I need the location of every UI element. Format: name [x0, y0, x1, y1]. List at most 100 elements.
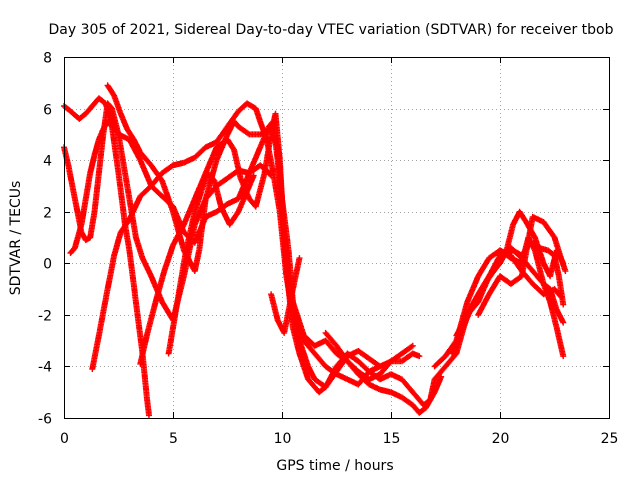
x-tick-label: 5	[169, 431, 178, 447]
marker-run	[65, 162, 78, 201]
data-point	[296, 255, 303, 262]
marker-run	[143, 394, 152, 417]
marker-run	[117, 217, 132, 236]
y-tick-label: -4	[38, 360, 52, 376]
marker-run	[235, 189, 250, 215]
marker-run	[486, 261, 502, 280]
marker-run	[82, 104, 95, 117]
marker-run	[87, 153, 98, 176]
series-track-12	[453, 208, 567, 339]
marker-run	[422, 390, 437, 411]
series-track-14	[497, 234, 567, 360]
marker-run	[377, 386, 393, 395]
marker-run	[152, 269, 167, 305]
marker-run	[139, 255, 154, 278]
marker-run	[137, 157, 154, 188]
plot-border	[64, 57, 610, 419]
marker-run	[416, 405, 428, 416]
y-tick-label: 2	[43, 206, 52, 222]
marker-run	[431, 375, 444, 396]
marker-run	[235, 123, 252, 137]
marker-run	[174, 249, 189, 305]
marker-run	[95, 95, 108, 106]
x-tick-label: 10	[274, 431, 292, 447]
series-track-9	[322, 329, 445, 416]
marker-run	[148, 162, 165, 183]
data-point	[409, 342, 416, 349]
marker-run	[183, 210, 198, 254]
marker-run	[276, 157, 288, 239]
marker-run	[231, 146, 244, 180]
data-point	[438, 373, 445, 380]
data-point	[250, 172, 257, 179]
marker-run	[555, 273, 566, 306]
data-point	[416, 353, 423, 360]
y-axis-label: SDTVAR / TECUs	[8, 181, 24, 296]
marker-run	[431, 354, 448, 370]
marker-run	[109, 123, 122, 175]
marker-run	[95, 132, 107, 176]
x-tick-labels: 0 5 10 15 20 25	[60, 431, 618, 447]
y-tick-label: 6	[43, 103, 52, 119]
marker-run	[296, 337, 311, 368]
marker-run	[551, 234, 564, 260]
y-tick-labels: -6 -4 -2 0 2 4 6 8	[38, 51, 52, 428]
marker-run	[475, 256, 492, 280]
marker-run	[159, 163, 175, 176]
marker-run	[316, 384, 328, 396]
marker-run	[305, 376, 322, 394]
marker-run	[322, 364, 339, 391]
marker-run	[553, 324, 566, 358]
marker-run	[102, 100, 115, 123]
marker-run	[525, 234, 538, 253]
marker-run	[137, 149, 154, 168]
marker-run	[91, 171, 102, 215]
marker-run	[126, 136, 143, 162]
marker-run	[398, 394, 415, 408]
data-point	[560, 353, 567, 360]
marker-run	[95, 287, 111, 339]
marker-run	[87, 210, 98, 241]
marker-run	[211, 177, 224, 208]
marker-run	[344, 350, 361, 364]
marker-run	[224, 119, 237, 138]
marker-run	[231, 118, 241, 129]
marker-run	[281, 234, 292, 291]
marker-run	[244, 100, 258, 111]
marker-run	[104, 82, 117, 98]
marker-run	[82, 171, 93, 202]
marker-run	[196, 197, 209, 254]
marker-run	[305, 363, 317, 381]
marker-run	[180, 197, 198, 228]
marker-run	[78, 197, 89, 228]
marker-run	[115, 170, 128, 226]
marker-run	[213, 124, 230, 146]
marker-run	[161, 243, 176, 274]
marker-run	[71, 223, 84, 251]
x-axis-label: GPS time / hours	[276, 458, 393, 474]
marker-run	[170, 223, 187, 249]
marker-run	[355, 358, 372, 374]
marker-run	[117, 110, 130, 131]
marker-run	[281, 287, 296, 336]
marker-run	[252, 171, 268, 210]
marker-run	[516, 208, 529, 224]
series-track-7	[165, 170, 257, 357]
y-tick-label: -6	[38, 412, 52, 428]
marker-run	[333, 342, 350, 363]
marker-run	[124, 126, 136, 142]
marker-run	[226, 210, 241, 228]
marker-run	[137, 184, 154, 200]
marker-run	[431, 364, 448, 383]
marker-run	[159, 177, 176, 214]
marker-run	[165, 300, 181, 357]
marker-run	[322, 329, 339, 348]
y-tick-label: -2	[38, 309, 52, 325]
marker-run	[529, 280, 546, 297]
marker-run	[218, 203, 232, 227]
marker-run	[268, 291, 281, 322]
marker-run	[224, 136, 237, 152]
marker-run	[191, 145, 208, 161]
marker-run	[126, 194, 143, 223]
marker-run	[89, 334, 102, 372]
